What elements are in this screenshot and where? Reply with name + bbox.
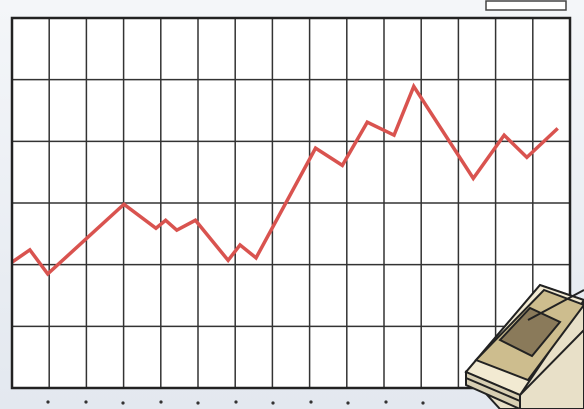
tag <box>485 0 567 11</box>
data-line <box>11 82 559 277</box>
plot-frame <box>10 16 572 390</box>
marks <box>11 82 559 277</box>
dots <box>46 400 425 405</box>
money-stack <box>464 283 584 409</box>
